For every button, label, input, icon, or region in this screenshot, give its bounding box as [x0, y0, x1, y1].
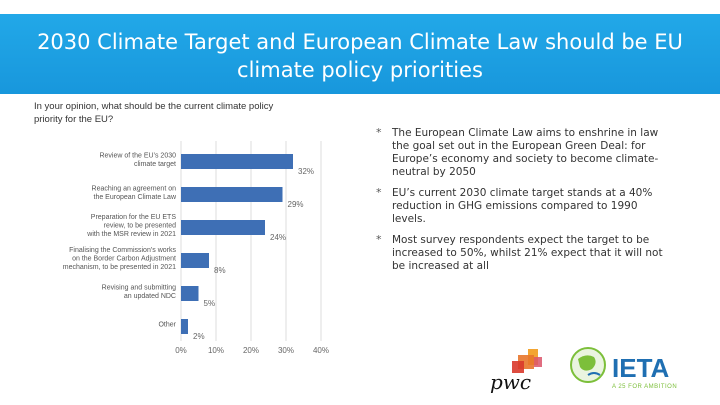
- survey-question: In your opinion, what should be the curr…: [34, 101, 274, 125]
- ieta-tagline: A 25 FOR AMBITION: [612, 384, 677, 390]
- category-label-line: review, to be presented: [104, 223, 176, 230]
- category-label-line: an updated NDC: [124, 293, 176, 300]
- bullet-item: * The European Climate Law aims to enshr…: [376, 126, 666, 179]
- category-label: Reaching an agreement on the European Cli…: [92, 185, 177, 201]
- category-label-line: Review of the EU’s 2030: [99, 152, 176, 159]
- title-banner: 2030 Climate Target and European Climate…: [0, 14, 720, 94]
- category-label: Other: [158, 322, 176, 329]
- category-label: Revising and submitting an updated NDC: [102, 284, 176, 300]
- category-label-line: Finalising the Commission’s works: [69, 247, 176, 254]
- pwc-wordmark: pwc: [490, 370, 531, 394]
- bullet-list: * The European Climate Law aims to enshr…: [376, 126, 666, 281]
- bar-value-label: 2%: [193, 332, 205, 341]
- priorities-bar-chart: 0% 10% 20% 30% 40% 32% Review of the EU’s 2030…: [63, 141, 329, 355]
- bullet-star-icon: *: [376, 126, 382, 139]
- category-label-line: mechanism, to be presented in 2021: [63, 264, 176, 271]
- bullet-item: * Most survey respondents expect the tar…: [376, 233, 666, 273]
- ieta-wordmark: IETA: [612, 353, 670, 383]
- pwc-logo-block: [512, 361, 524, 373]
- globe-land-icon: [578, 355, 596, 371]
- bullet-star-icon: *: [376, 233, 382, 246]
- x-tick-label: 0%: [175, 346, 187, 355]
- pwc-logo-block: [534, 357, 542, 367]
- category-label-line: Revising and submitting: [102, 284, 176, 291]
- globe-wave-icon: [587, 372, 601, 376]
- x-tick-label: 10%: [208, 346, 224, 355]
- bullet-text: The European Climate Law aims to enshrin…: [392, 127, 659, 178]
- bar-value-label: 29%: [288, 200, 304, 209]
- pwc-logo: pwc: [490, 349, 542, 394]
- slide-title: 2030 Climate Target and European Climate…: [0, 14, 720, 84]
- category-label: Preparation for the EU ETS review, to be …: [86, 214, 176, 238]
- bullet-item: * EU’s current 2030 climate target stand…: [376, 186, 666, 226]
- slide-title-line-2: climate policy priorities: [237, 58, 483, 82]
- category-label-line: Other: [158, 322, 176, 329]
- x-tick-label: 20%: [243, 346, 259, 355]
- bar-value-label: 32%: [298, 167, 314, 176]
- bar: [181, 253, 209, 268]
- bar-value-label: 24%: [270, 233, 286, 242]
- category-label: Finalising the Commission’s works on the …: [63, 247, 177, 271]
- category-label-line: climate target: [134, 161, 176, 168]
- category-label-line: Preparation for the EU ETS: [91, 214, 177, 221]
- category-label-line: Reaching an agreement on: [92, 185, 177, 192]
- category-label-line: the European Climate Law: [94, 194, 177, 201]
- category-label-line: on the Border Carbon Adjustment: [72, 256, 176, 263]
- x-tick-label: 30%: [278, 346, 294, 355]
- bullet-text: Most survey respondents expect the targe…: [392, 234, 663, 272]
- category-label: Review of the EU’s 2030 climate target: [99, 152, 176, 168]
- slide-title-line-1: 2030 Climate Target and European Climate…: [37, 30, 683, 54]
- bar: [181, 187, 283, 202]
- bar-value-label: 8%: [214, 266, 226, 275]
- bullet-star-icon: *: [376, 186, 382, 199]
- x-tick-label: 40%: [313, 346, 329, 355]
- bar: [181, 286, 199, 301]
- bar: [181, 319, 188, 334]
- bullet-text: EU’s current 2030 climate target stands …: [392, 187, 653, 225]
- bar: [181, 220, 265, 235]
- ieta-logo: IETA A 25 FOR AMBITION: [570, 347, 677, 390]
- bar-value-label: 5%: [204, 299, 216, 308]
- bar: [181, 154, 293, 169]
- category-label-line: with the MSR review in 2021: [86, 231, 176, 238]
